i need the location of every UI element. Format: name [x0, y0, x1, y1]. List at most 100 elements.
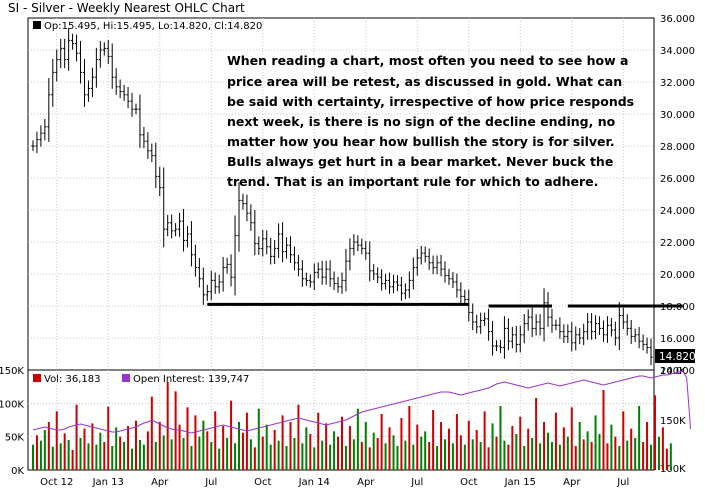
volume-bar — [210, 442, 213, 470]
volume-bar — [475, 430, 478, 470]
ohlc-bar — [98, 41, 102, 68]
ohlc-bar — [348, 238, 352, 271]
volume-bar — [420, 436, 423, 470]
volume-bar — [606, 443, 609, 470]
volume-bar — [134, 420, 137, 470]
volume-bar — [182, 438, 185, 470]
volume-bar — [416, 424, 419, 470]
ohlc-bar — [277, 223, 281, 258]
ohlc-bar — [427, 248, 431, 270]
volume-tick-label: 0K — [11, 466, 24, 477]
volume-bar — [523, 446, 526, 470]
volume-bar — [166, 382, 169, 470]
ohlc-bar — [578, 328, 582, 345]
ohlc-bar — [74, 34, 79, 62]
volume-bar — [47, 422, 50, 470]
ohlc-bar — [134, 103, 138, 115]
ohlc-bar — [320, 260, 324, 285]
volume-bar — [95, 444, 98, 470]
ohlc-bar — [637, 326, 641, 349]
ohlc-bar — [570, 322, 574, 352]
annotation-text: When reading a chart, most often you nee… — [227, 53, 634, 189]
ohlc-bar — [90, 67, 95, 97]
volume-bar — [515, 434, 518, 470]
annotation-line: matter how you hear how bullish the stor… — [227, 134, 615, 149]
ohlc-bar — [439, 254, 443, 277]
ohlc-bar — [391, 274, 396, 294]
volume-bar — [301, 443, 304, 470]
volume-bar — [527, 428, 530, 470]
ohlc-bar — [475, 314, 479, 334]
ohlc-bar — [451, 272, 455, 289]
volume-tick-label: 50K — [5, 433, 25, 444]
volume-bar — [646, 422, 649, 470]
ohlc-bar — [154, 142, 158, 188]
ohlc-bar — [538, 314, 542, 336]
ohlc-bar — [201, 267, 205, 305]
annotation-line: When reading a chart, most often you nee… — [227, 53, 628, 68]
volume-bar — [277, 440, 280, 470]
ohlc-bar — [138, 94, 142, 148]
ohlc-bar — [629, 320, 633, 344]
ohlc-bar — [181, 208, 186, 252]
ohlc-bar — [387, 272, 392, 294]
ohlc-bar — [273, 240, 277, 264]
volume-bar — [650, 444, 653, 470]
ohlc-bar — [304, 272, 308, 286]
ohlc-bar — [63, 38, 67, 69]
volume-bar — [634, 438, 637, 470]
x-tick-label: Jul — [616, 477, 629, 488]
volume-bar — [618, 446, 621, 470]
volume-bar — [428, 442, 431, 470]
volume-bar — [499, 406, 502, 470]
ohlc-bar — [645, 337, 649, 354]
price-panel: 14.00016.00018.00020.00022.00024.00026.0… — [27, 14, 696, 377]
ohlc-bar — [174, 223, 178, 237]
volume-bar — [436, 446, 439, 470]
volume-bar — [368, 447, 371, 470]
ohlc-bar — [605, 316, 610, 343]
ohlc-bar — [554, 319, 558, 331]
ohlc-bar — [284, 237, 289, 259]
ohlc-bar — [265, 230, 269, 255]
x-tick-label: Apr — [151, 477, 169, 488]
volume-bar — [578, 422, 581, 470]
ohlc-bar — [241, 193, 245, 210]
legend-swatch-open-interest — [122, 374, 130, 382]
volume-bar — [495, 436, 498, 470]
ohlc-bar — [43, 118, 47, 141]
volume-bar — [337, 436, 340, 470]
ohlc-bar — [459, 282, 463, 304]
ohlc-bar — [542, 288, 546, 342]
volume-tick-label: 100K — [0, 399, 24, 410]
volume-bar — [123, 442, 126, 470]
volume-bar — [87, 443, 90, 470]
volume-bar — [622, 411, 625, 470]
volume-bar — [630, 428, 633, 470]
volume-bar — [170, 439, 173, 470]
ohlc-bar — [415, 249, 419, 276]
ohlc-bar — [142, 126, 146, 149]
ohlc-bar — [213, 272, 217, 294]
ohlc-bar — [574, 326, 578, 351]
volume-bar — [317, 412, 320, 470]
ohlc-bar — [292, 246, 297, 271]
ohlc-bar — [296, 254, 301, 277]
ohlc-bar — [122, 84, 126, 101]
volume-bar — [626, 440, 629, 470]
volume-bar — [590, 442, 593, 470]
open-interest-tick-label: 150K — [660, 416, 686, 427]
ohlc-bar — [316, 262, 320, 279]
ohlc-bar — [106, 40, 110, 64]
ohlc-bar — [59, 38, 63, 69]
volume-tick-label: 150K — [0, 366, 24, 377]
ohlc-bar — [597, 316, 602, 335]
volume-bar — [71, 450, 74, 470]
ohlc-bar — [534, 314, 538, 336]
ohlc-bar — [110, 43, 114, 89]
ohlc-bar — [471, 303, 475, 331]
volume-bar — [487, 447, 490, 470]
volume-bar — [400, 418, 403, 470]
ohlc-bar — [308, 274, 312, 288]
ohlc-bar — [39, 125, 43, 147]
